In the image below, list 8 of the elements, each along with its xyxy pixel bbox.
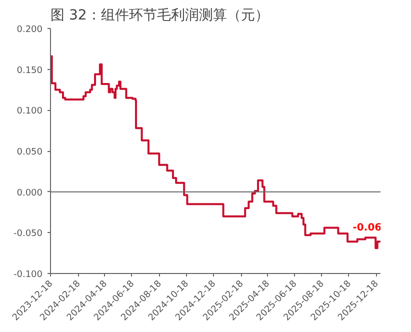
y-tick-label: 0.200	[16, 25, 43, 35]
y-tick-label: -0.050	[13, 229, 43, 240]
y-tick-label: 0.150	[16, 66, 43, 76]
y-tick-label: -0.100	[13, 270, 43, 280]
y-tick-label: 0.050	[16, 148, 43, 158]
y-tick-label: 0.000	[16, 188, 43, 198]
y-tick-label: 0.100	[16, 106, 43, 117]
chart-title: 图 32：组件环节毛利润测算（元）	[50, 8, 269, 24]
